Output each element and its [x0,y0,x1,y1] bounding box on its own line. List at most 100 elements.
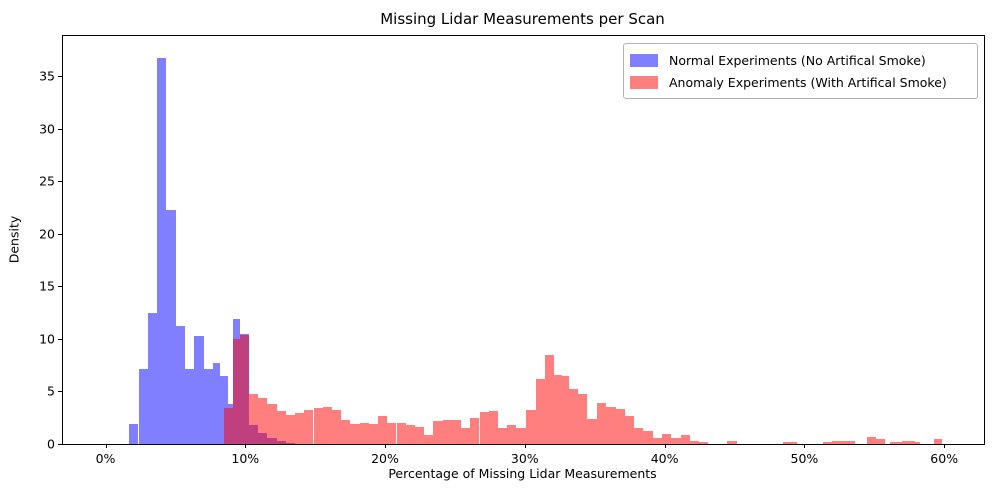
histogram-bar [415,427,425,444]
histogram-bar [396,423,406,444]
y-tick-mark [58,233,63,235]
x-tick-label: 0% [95,451,116,466]
x-tick-label: 30% [510,451,539,466]
histogram-bar [157,58,167,444]
histogram-bar [889,441,903,444]
histogram-bar [933,439,943,444]
histogram-bar [313,407,323,444]
x-tick-label: 50% [790,451,819,466]
y-tick-label: 35 [39,68,55,84]
x-tick-mark [524,444,526,448]
histogram-bar [368,423,378,444]
histogram-bar [875,438,885,444]
histogram-bar [341,420,351,444]
histogram-bar [147,312,157,444]
histogram-bar [359,423,369,444]
x-tick-mark [245,444,247,448]
histogram-bar [498,427,508,444]
histogram-bar [166,209,176,444]
histogram-bar [689,440,700,444]
y-tick-mark [58,76,63,77]
x-tick-label: 20% [371,451,399,466]
histogram-bar [624,416,634,444]
y-tick-label: 10 [39,331,55,347]
histogram-bar [175,326,186,444]
legend-label: Anomaly Experiments (With Artifical Smok… [669,74,947,90]
histogram-bar [322,407,332,444]
y-tick-mark [58,128,63,130]
histogram-bar [866,436,876,444]
histogram-bar [516,427,527,444]
y-tick-mark [58,338,63,340]
histogram-bar [138,369,148,444]
histogram-bar [634,427,644,444]
histogram-bar [671,437,681,444]
histogram-bar [699,442,709,444]
histogram-bar [680,435,690,444]
histogram-bar [823,441,833,444]
y-tick-label: 15 [39,278,55,294]
histogram-bar [442,420,452,444]
histogram-bar [783,441,797,444]
histogram-bar [902,440,915,444]
histogram-bar [470,417,480,444]
histogram-bar [587,419,597,444]
histogram-bar [535,378,545,444]
y-tick-mark [58,181,63,183]
y-tick-mark [58,444,63,445]
x-axis-label: Percentage of Missing Lidar Measurements [388,466,657,481]
histogram-bar [405,424,415,444]
histogram-bar [652,437,662,444]
histogram-bar [248,394,259,444]
y-tick-label: 20 [39,226,55,242]
x-tick-label: 40% [650,451,679,466]
x-tick-mark [804,444,806,448]
histogram-bar [606,407,616,444]
legend-swatch [630,75,658,89]
histogram-bar [267,404,277,444]
histogram-bar [488,411,498,444]
histogram-bar [276,410,286,444]
histogram-bar [424,434,434,444]
histogram-bar [545,354,555,444]
x-tick-mark [664,444,666,448]
histogram-bar [479,411,489,444]
histogram-bar [378,416,388,444]
legend-item-normal: Normal Experiments (No Artifical Smoke) [630,49,971,71]
legend: Normal Experiments (No Artifical Smoke) … [623,43,978,99]
histogram-bar [451,420,462,444]
histogram-bar [212,363,221,444]
histogram-bar [554,374,562,444]
histogram-bar [285,414,295,444]
chart-title: Missing Lidar Measurements per Scan [380,10,665,28]
histogram-bar [832,440,855,444]
histogram-bar [387,423,397,444]
histogram-bar [726,441,737,444]
histogram-bar [129,424,139,444]
y-axis-label: Density [6,215,22,264]
histogram-bar [295,412,305,444]
x-tick-mark [105,444,107,448]
histogram-bar [223,407,233,444]
histogram-bar [914,441,921,444]
legend-swatch [630,53,658,67]
histogram-bar [258,397,268,444]
legend-item-anomaly: Anomaly Experiments (With Artifical Smok… [630,71,971,93]
histogram-bar [507,425,517,444]
y-tick-label: 0 [47,436,55,452]
histogram-bar [615,409,625,444]
series-layer-1 [63,36,984,444]
histogram-bar [433,420,443,444]
histogram-bar [561,376,569,444]
histogram-bar [662,433,672,444]
y-tick-label: 25 [39,173,55,189]
histogram-bar [596,402,607,444]
x-tick-label: 10% [231,451,260,466]
plot-area: Normal Experiments (No Artifical Smoke) … [39,35,985,466]
histogram-bar [526,410,536,444]
histogram-bar [304,410,314,444]
histogram-bar [461,427,471,444]
histogram-bar [240,334,249,444]
x-tick-label: 60% [930,451,959,466]
